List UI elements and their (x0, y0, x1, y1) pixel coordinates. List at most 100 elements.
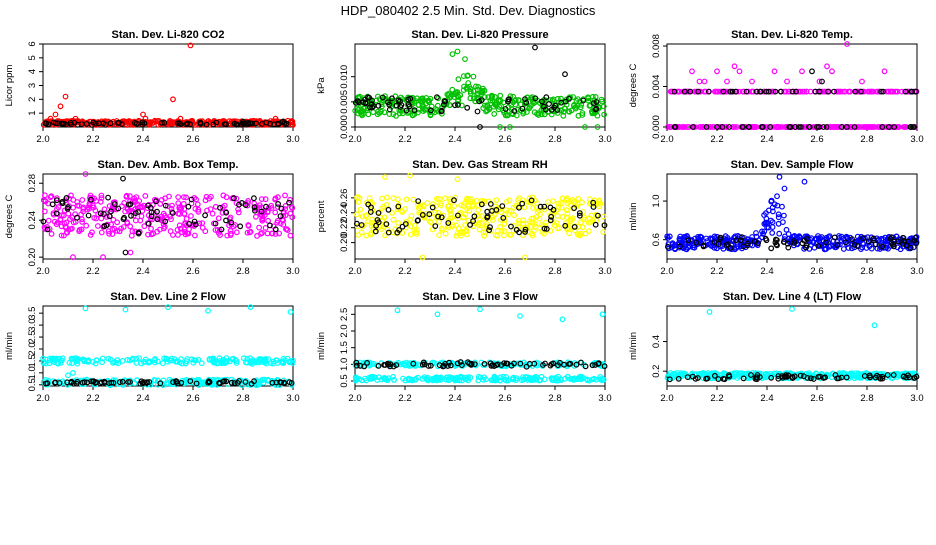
data-point-primary (198, 360, 205, 367)
data-point-primary (249, 360, 256, 367)
x-tick-label: 2.0 (660, 134, 673, 145)
data-point-primary (479, 87, 485, 94)
data-point-primary (58, 232, 65, 239)
data-point-primary (803, 124, 810, 130)
data-point-secondary (671, 88, 678, 95)
data-point-secondary (562, 71, 568, 78)
data-point-secondary (865, 238, 872, 245)
data-point-secondary (420, 359, 427, 366)
data-point-primary (407, 172, 413, 179)
data-point-primary (61, 232, 67, 239)
data-point-primary (497, 124, 503, 130)
data-point-primary (674, 124, 681, 130)
data-point-secondary (184, 120, 191, 127)
data-point-primary (99, 359, 105, 366)
data-point-secondary (275, 200, 282, 207)
data-point-primary (781, 212, 787, 219)
data-point-primary (419, 254, 426, 261)
data-point-secondary (419, 211, 426, 218)
x-tick-label: 2.0 (348, 393, 361, 404)
data-point-primary (273, 357, 280, 364)
data-point-primary (150, 230, 157, 237)
data-point-secondary (528, 197, 535, 204)
data-point-primary (863, 124, 870, 130)
data-point-primary (502, 376, 508, 383)
data-point-primary (196, 220, 203, 227)
data-point-primary (567, 376, 573, 382)
data-point-secondary (375, 210, 382, 216)
data-point-primary (183, 216, 190, 222)
data-point-secondary (540, 362, 546, 368)
data-point-secondary (523, 363, 530, 370)
data-point-secondary (356, 99, 362, 106)
data-point-primary (555, 200, 562, 207)
data-point-secondary (695, 88, 702, 95)
data-point-secondary (720, 88, 727, 95)
data-point-secondary (105, 194, 111, 201)
data-point-secondary (791, 238, 797, 244)
data-point-primary (567, 198, 573, 205)
data-point-secondary (703, 124, 710, 130)
data-point-primary (563, 207, 570, 214)
data-point-secondary (895, 238, 901, 245)
data-point-primary (148, 225, 154, 232)
data-point-secondary (874, 372, 880, 379)
data-point-secondary (192, 221, 199, 228)
data-point-primary (482, 94, 488, 100)
data-point-primary (384, 226, 391, 233)
data-point-primary (424, 200, 431, 206)
data-point-primary (764, 220, 771, 227)
data-point-secondary (891, 124, 898, 130)
data-point-secondary (913, 240, 920, 247)
x-tick-label: 2.6 (498, 134, 511, 145)
data-point-primary (707, 124, 713, 130)
x-tick-label: 2.8 (236, 134, 249, 145)
panel-line2: Stan. Dev. Line 2 Flow ml/min 2.0 2.2 2.4 2.6… (4, 291, 300, 404)
data-point-secondary (712, 372, 718, 379)
data-point-primary (105, 228, 112, 235)
data-point-primary (442, 195, 448, 202)
data-point-primary (508, 208, 515, 214)
data-point-primary (730, 238, 736, 245)
data-point-primary (774, 193, 780, 200)
data-point-secondary (476, 98, 483, 105)
data-point-primary (585, 228, 592, 235)
panel-title: Stan. Dev. Amb. Box Temp. (98, 159, 239, 171)
data-point-primary (492, 232, 499, 239)
data-point-primary (194, 377, 201, 383)
y-tick-label: 1.5 (27, 354, 38, 367)
data-point-primary (526, 218, 533, 225)
data-point-secondary (873, 241, 879, 248)
data-point-secondary (690, 124, 696, 130)
data-point-primary (799, 68, 805, 75)
data-point-secondary (711, 239, 718, 246)
data-point-secondary (438, 107, 445, 114)
data-point-secondary (501, 360, 508, 367)
data-point-secondary (384, 360, 391, 367)
data-point-primary (400, 360, 407, 367)
data-point-primary (745, 88, 752, 95)
x-tick-label: 2.0 (36, 266, 49, 277)
data-point-primary (899, 88, 905, 95)
data-point-secondary (806, 124, 813, 130)
data-point-secondary (187, 378, 194, 385)
data-point-secondary (385, 206, 392, 213)
data-point-secondary (755, 240, 761, 247)
data-point-primary (813, 236, 820, 243)
data-point-secondary (286, 199, 293, 206)
y-tick-label: 0.6 (651, 233, 662, 246)
data-point-primary (554, 212, 561, 219)
data-point-primary (52, 111, 59, 118)
data-point-secondary (531, 360, 538, 367)
data-point-primary (845, 245, 852, 251)
data-point-secondary (185, 203, 192, 210)
data-point-secondary (272, 226, 279, 233)
data-point-primary (771, 68, 778, 75)
data-point-secondary (789, 374, 796, 380)
data-point-secondary (120, 175, 126, 182)
data-point-primary (749, 234, 755, 240)
x-tick-label: 2.6 (810, 393, 823, 404)
data-point-primary (94, 223, 101, 229)
data-point-primary (575, 195, 582, 202)
data-point-secondary (402, 221, 409, 227)
